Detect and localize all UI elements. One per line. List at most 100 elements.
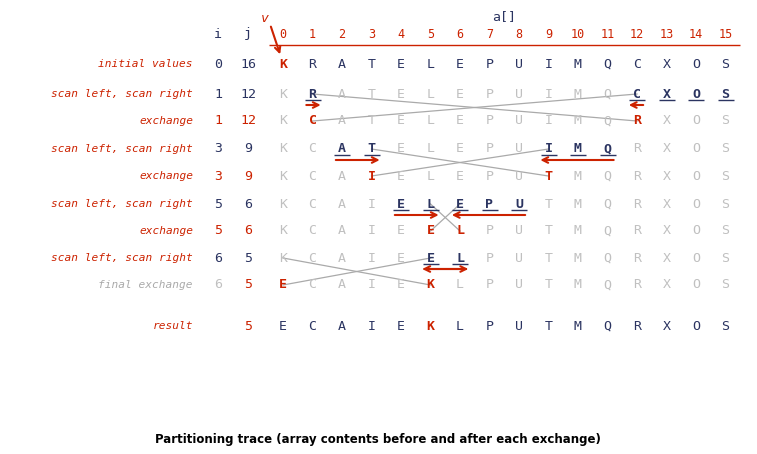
Text: U: U bbox=[515, 252, 523, 265]
Text: C: C bbox=[309, 252, 316, 265]
Text: O: O bbox=[692, 58, 700, 70]
Text: L: L bbox=[426, 197, 435, 211]
Text: P: P bbox=[485, 252, 494, 265]
Text: A: A bbox=[338, 58, 346, 70]
Text: L: L bbox=[426, 114, 435, 128]
Text: M: M bbox=[574, 320, 582, 332]
Text: K: K bbox=[279, 224, 287, 237]
Text: C: C bbox=[309, 224, 316, 237]
Text: final exchange: final exchange bbox=[98, 280, 193, 290]
Text: T: T bbox=[544, 224, 553, 237]
Text: P: P bbox=[485, 88, 494, 100]
Text: P: P bbox=[485, 114, 494, 128]
Text: 3: 3 bbox=[214, 169, 222, 183]
Text: X: X bbox=[662, 58, 671, 70]
Text: M: M bbox=[574, 224, 582, 237]
Text: 5: 5 bbox=[244, 278, 252, 291]
Text: T: T bbox=[544, 320, 553, 332]
Text: C: C bbox=[309, 169, 316, 183]
Text: 5: 5 bbox=[244, 320, 252, 332]
Text: initial values: initial values bbox=[98, 59, 193, 69]
Text: 9: 9 bbox=[244, 143, 252, 156]
Text: 5: 5 bbox=[214, 224, 222, 237]
Text: E: E bbox=[397, 58, 405, 70]
Text: R: R bbox=[633, 197, 641, 211]
Text: M: M bbox=[574, 143, 582, 156]
Text: O: O bbox=[692, 320, 700, 332]
Text: Partitioning trace (array contents before and after each exchange): Partitioning trace (array contents befor… bbox=[155, 434, 601, 446]
Text: exchange: exchange bbox=[139, 171, 193, 181]
Text: 12: 12 bbox=[240, 114, 256, 128]
Text: R: R bbox=[633, 143, 641, 156]
Text: K: K bbox=[279, 88, 287, 100]
Text: E: E bbox=[426, 224, 435, 237]
Text: 11: 11 bbox=[600, 28, 615, 40]
Text: E: E bbox=[456, 114, 464, 128]
Text: L: L bbox=[426, 143, 435, 156]
Text: M: M bbox=[574, 197, 582, 211]
Text: exchange: exchange bbox=[139, 226, 193, 236]
Text: I: I bbox=[544, 58, 553, 70]
Text: 1: 1 bbox=[214, 88, 222, 100]
Text: 6: 6 bbox=[244, 224, 252, 237]
Text: P: P bbox=[485, 143, 494, 156]
Text: X: X bbox=[662, 169, 671, 183]
Text: C: C bbox=[309, 114, 316, 128]
Text: i: i bbox=[214, 28, 222, 40]
Text: I: I bbox=[367, 224, 375, 237]
Text: P: P bbox=[485, 278, 494, 291]
Text: 1: 1 bbox=[214, 114, 222, 128]
Text: U: U bbox=[515, 169, 523, 183]
Text: exchange: exchange bbox=[139, 116, 193, 126]
Text: A: A bbox=[338, 88, 346, 100]
Text: E: E bbox=[279, 320, 287, 332]
Text: L: L bbox=[456, 224, 464, 237]
Text: I: I bbox=[367, 278, 375, 291]
Text: result: result bbox=[152, 321, 193, 331]
Text: S: S bbox=[721, 88, 730, 100]
Text: O: O bbox=[692, 224, 700, 237]
Text: 16: 16 bbox=[240, 58, 256, 70]
Text: E: E bbox=[456, 169, 464, 183]
Text: S: S bbox=[721, 197, 730, 211]
Text: O: O bbox=[692, 169, 700, 183]
Text: E: E bbox=[456, 197, 464, 211]
Text: 6: 6 bbox=[214, 278, 222, 291]
Text: T: T bbox=[544, 278, 553, 291]
Text: L: L bbox=[456, 320, 464, 332]
Text: C: C bbox=[309, 278, 316, 291]
Text: R: R bbox=[309, 58, 316, 70]
Text: X: X bbox=[662, 224, 671, 237]
Text: U: U bbox=[515, 143, 523, 156]
Text: 10: 10 bbox=[571, 28, 585, 40]
Text: Q: Q bbox=[603, 252, 612, 265]
Text: Q: Q bbox=[603, 278, 612, 291]
Text: 9: 9 bbox=[545, 28, 552, 40]
Text: R: R bbox=[633, 252, 641, 265]
Text: j: j bbox=[244, 28, 252, 40]
Text: 5: 5 bbox=[214, 197, 222, 211]
Text: Q: Q bbox=[603, 114, 612, 128]
Text: R: R bbox=[633, 224, 641, 237]
Text: K: K bbox=[426, 320, 435, 332]
Text: U: U bbox=[515, 58, 523, 70]
Text: A: A bbox=[338, 278, 346, 291]
Text: E: E bbox=[426, 252, 435, 265]
Text: K: K bbox=[279, 114, 287, 128]
Text: K: K bbox=[279, 197, 287, 211]
Text: 14: 14 bbox=[689, 28, 703, 40]
Text: M: M bbox=[574, 169, 582, 183]
Text: K: K bbox=[279, 143, 287, 156]
Text: 5: 5 bbox=[244, 252, 252, 265]
Text: A: A bbox=[338, 114, 346, 128]
Text: scan left, scan right: scan left, scan right bbox=[51, 144, 193, 154]
Text: A: A bbox=[338, 224, 346, 237]
Text: Q: Q bbox=[603, 169, 612, 183]
Text: Q: Q bbox=[603, 58, 612, 70]
Text: 15: 15 bbox=[718, 28, 733, 40]
Text: L: L bbox=[456, 252, 464, 265]
Text: 3: 3 bbox=[368, 28, 375, 40]
Text: E: E bbox=[456, 143, 464, 156]
Text: T: T bbox=[367, 143, 375, 156]
Text: scan left, scan right: scan left, scan right bbox=[51, 199, 193, 209]
